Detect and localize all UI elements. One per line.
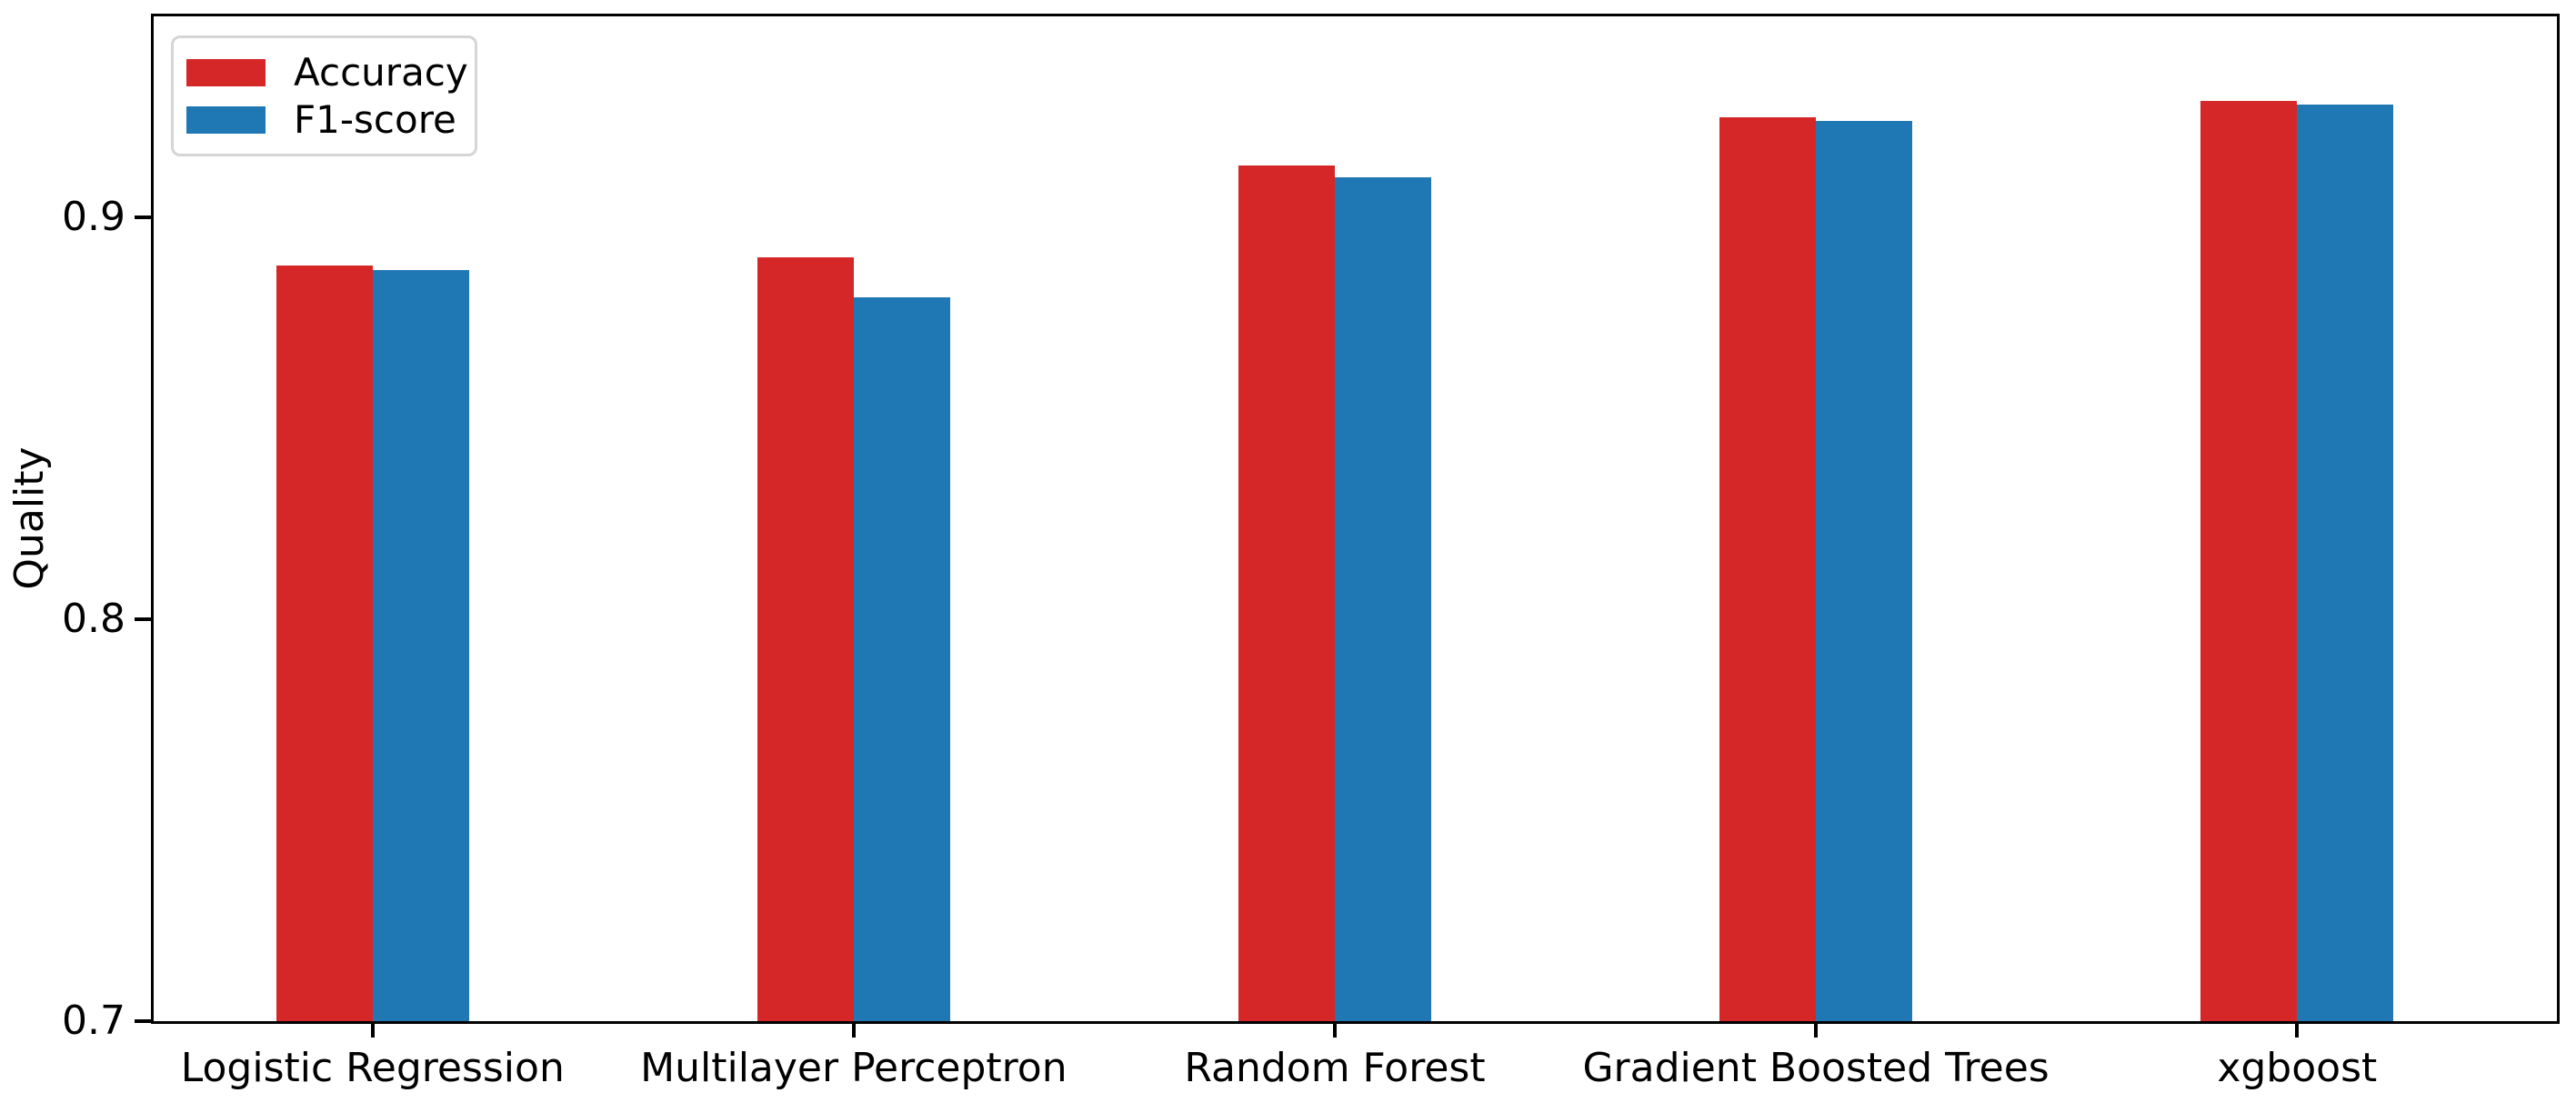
bar-random-forest-accuracy [1238, 165, 1335, 1021]
bar-multilayer-perceptron-f1-score [853, 297, 950, 1021]
x-tick-gradient-boosted-trees [1814, 1022, 1819, 1038]
y-tick-label-0.8: 0.8 [62, 596, 125, 642]
y-tick-0.9 [135, 216, 151, 219]
x-tick-xgboost [2295, 1022, 2300, 1038]
legend-item-f1-score: F1-score [186, 96, 475, 142]
f1-score-color-swatch [186, 105, 266, 134]
y-tick-0.8 [135, 617, 151, 621]
y-tick-label-0.7: 0.7 [62, 998, 125, 1044]
accuracy-color-swatch [186, 58, 266, 86]
bar-gradient-boosted-trees-f1-score [1816, 120, 1912, 1021]
x-tick-label-random-forest: Random Forest [1184, 1045, 1486, 1091]
y-tick-0.7 [135, 1019, 151, 1023]
legend-item-accuracy: Accuracy [186, 49, 475, 95]
plot-area: Accuracy F1-score [151, 14, 2560, 1024]
x-tick-label-gradient-boosted-trees: Gradient Boosted Trees [1582, 1045, 2050, 1091]
bar-logistic-regression-f1-score [372, 269, 469, 1021]
legend-label-f1-score: F1-score [294, 96, 456, 142]
legend: Accuracy F1-score [171, 35, 477, 156]
y-tick-label-0.9: 0.9 [62, 194, 125, 240]
bar-xgboost-accuracy [2200, 100, 2298, 1021]
x-tick-logistic-regression [370, 1022, 375, 1038]
x-tick-label-xgboost: xgboost [2217, 1045, 2378, 1091]
bar-logistic-regression-accuracy [276, 266, 373, 1021]
x-tick-label-multilayer-perceptron: Multilayer Perceptron [640, 1045, 1067, 1091]
bar-gradient-boosted-trees-accuracy [1719, 116, 1817, 1021]
x-tick-label-logistic-regression: Logistic Regression [180, 1045, 565, 1091]
bar-xgboost-f1-score [2297, 105, 2394, 1021]
bar-multilayer-perceptron-accuracy [757, 257, 854, 1021]
x-tick-random-forest [1333, 1022, 1337, 1038]
y-axis-label: Quality [6, 446, 53, 590]
legend-label-accuracy: Accuracy [294, 49, 468, 95]
x-tick-multilayer-perceptron [851, 1022, 856, 1038]
bar-random-forest-f1-score [1335, 176, 1431, 1021]
